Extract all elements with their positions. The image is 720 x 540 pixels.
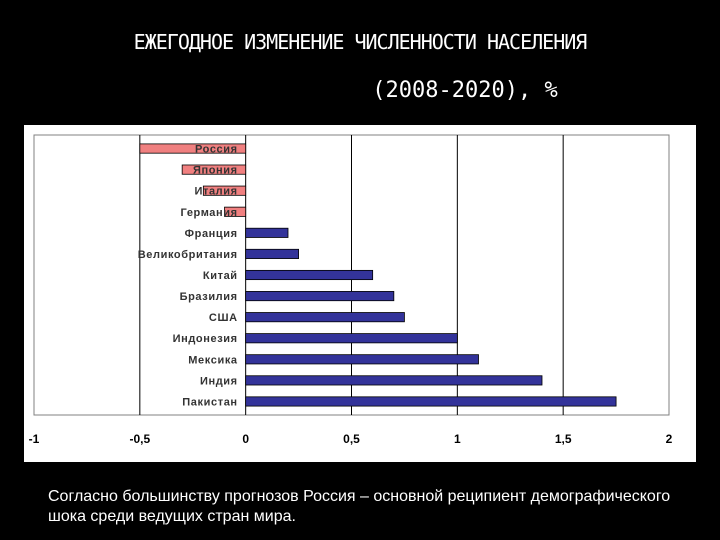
bar	[245, 269, 374, 281]
slide-title-line2: (2008-2020), %	[372, 78, 558, 103]
category-label: Россия	[195, 144, 238, 156]
bar	[245, 375, 543, 386]
category-label: Индия	[200, 375, 238, 387]
category-label: Китай	[203, 270, 238, 282]
bar	[139, 143, 247, 154]
bar	[245, 248, 299, 259]
bar	[245, 291, 395, 302]
category-label: Франция	[185, 228, 238, 240]
chart-panel: Россия Япония Италия Германия Франция Великоб…	[24, 125, 696, 462]
bar	[181, 164, 247, 175]
bar	[245, 333, 458, 344]
x-tick-label: 0,5	[343, 432, 360, 446]
x-tick-label: 0	[242, 432, 249, 446]
category-label: Мексика	[188, 354, 238, 366]
category-label: Япония	[193, 165, 238, 177]
bar	[245, 227, 289, 238]
bar-chart: Россия Япония Италия Германия Франция Великоб…	[29, 134, 673, 446]
category-label: США	[209, 312, 238, 324]
bar	[224, 206, 247, 217]
bar	[245, 312, 405, 323]
category-label: Италия	[194, 186, 237, 198]
category-label: Пакистан	[182, 396, 237, 408]
category-label: Индонезия	[173, 333, 238, 345]
x-tick-label: -1	[29, 432, 40, 446]
x-tick-label: 1,5	[555, 432, 572, 446]
category-label: Германия	[181, 207, 238, 219]
bar	[245, 354, 479, 365]
bar	[245, 396, 617, 407]
slide-title-line1: ЕЖЕГОДНОЕ ИЗМЕНЕНИЕ ЧИСЛЕННОСТИ НАСЕЛЕНИ…	[133, 30, 588, 54]
x-tick-label: 1	[454, 432, 461, 446]
x-tick-label: -0,5	[129, 432, 150, 446]
category-label: Великобритания	[138, 249, 238, 261]
category-label: Бразилия	[180, 291, 238, 303]
x-tick-label: 2	[666, 432, 673, 446]
slide-caption: Согласно большинству прогнозов Россия – …	[48, 488, 671, 525]
bar	[202, 185, 247, 196]
